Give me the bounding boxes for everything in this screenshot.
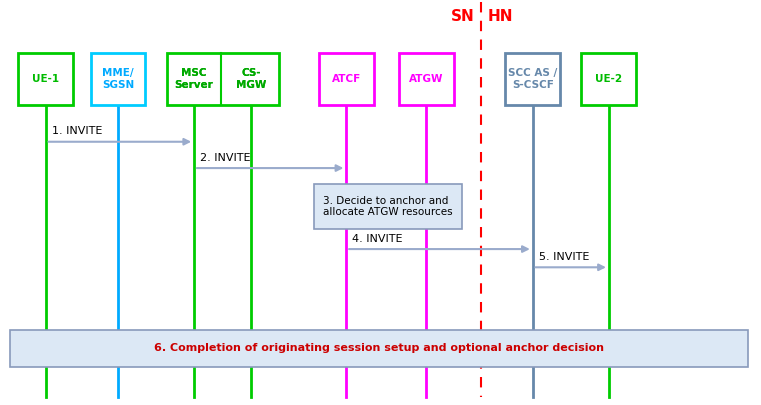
- Text: 2. INVITE: 2. INVITE: [200, 153, 250, 163]
- Text: 1. INVITE: 1. INVITE: [52, 126, 102, 136]
- FancyBboxPatch shape: [581, 53, 636, 105]
- FancyBboxPatch shape: [10, 330, 748, 367]
- FancyBboxPatch shape: [399, 53, 454, 105]
- Text: SCC AS /
S-CSCF: SCC AS / S-CSCF: [508, 68, 557, 90]
- Text: UE-2: UE-2: [595, 74, 622, 84]
- FancyBboxPatch shape: [18, 53, 73, 105]
- Text: 3. Decide to anchor and
allocate ATGW resources: 3. Decide to anchor and allocate ATGW re…: [323, 196, 453, 217]
- Text: 4. INVITE: 4. INVITE: [352, 234, 403, 244]
- Text: SN: SN: [451, 9, 475, 24]
- FancyBboxPatch shape: [314, 184, 462, 229]
- FancyBboxPatch shape: [505, 53, 560, 105]
- Text: ATGW: ATGW: [409, 74, 444, 84]
- Text: CS-
MGW: CS- MGW: [236, 68, 266, 90]
- Text: UE-1: UE-1: [32, 74, 59, 84]
- Text: HN: HN: [488, 9, 514, 24]
- Text: 5. INVITE: 5. INVITE: [539, 252, 589, 262]
- FancyBboxPatch shape: [91, 53, 145, 105]
- FancyBboxPatch shape: [167, 53, 279, 105]
- Text: MME/
SGSN: MME/ SGSN: [102, 68, 134, 90]
- Text: CS-
MGW: CS- MGW: [236, 68, 266, 90]
- Text: 6. Completion of originating session setup and optional anchor decision: 6. Completion of originating session set…: [154, 343, 604, 353]
- Text: ATCF: ATCF: [332, 74, 361, 84]
- FancyBboxPatch shape: [319, 53, 374, 105]
- Text: MSC
Server: MSC Server: [175, 68, 213, 90]
- Text: MSC
Server: MSC Server: [175, 68, 213, 90]
